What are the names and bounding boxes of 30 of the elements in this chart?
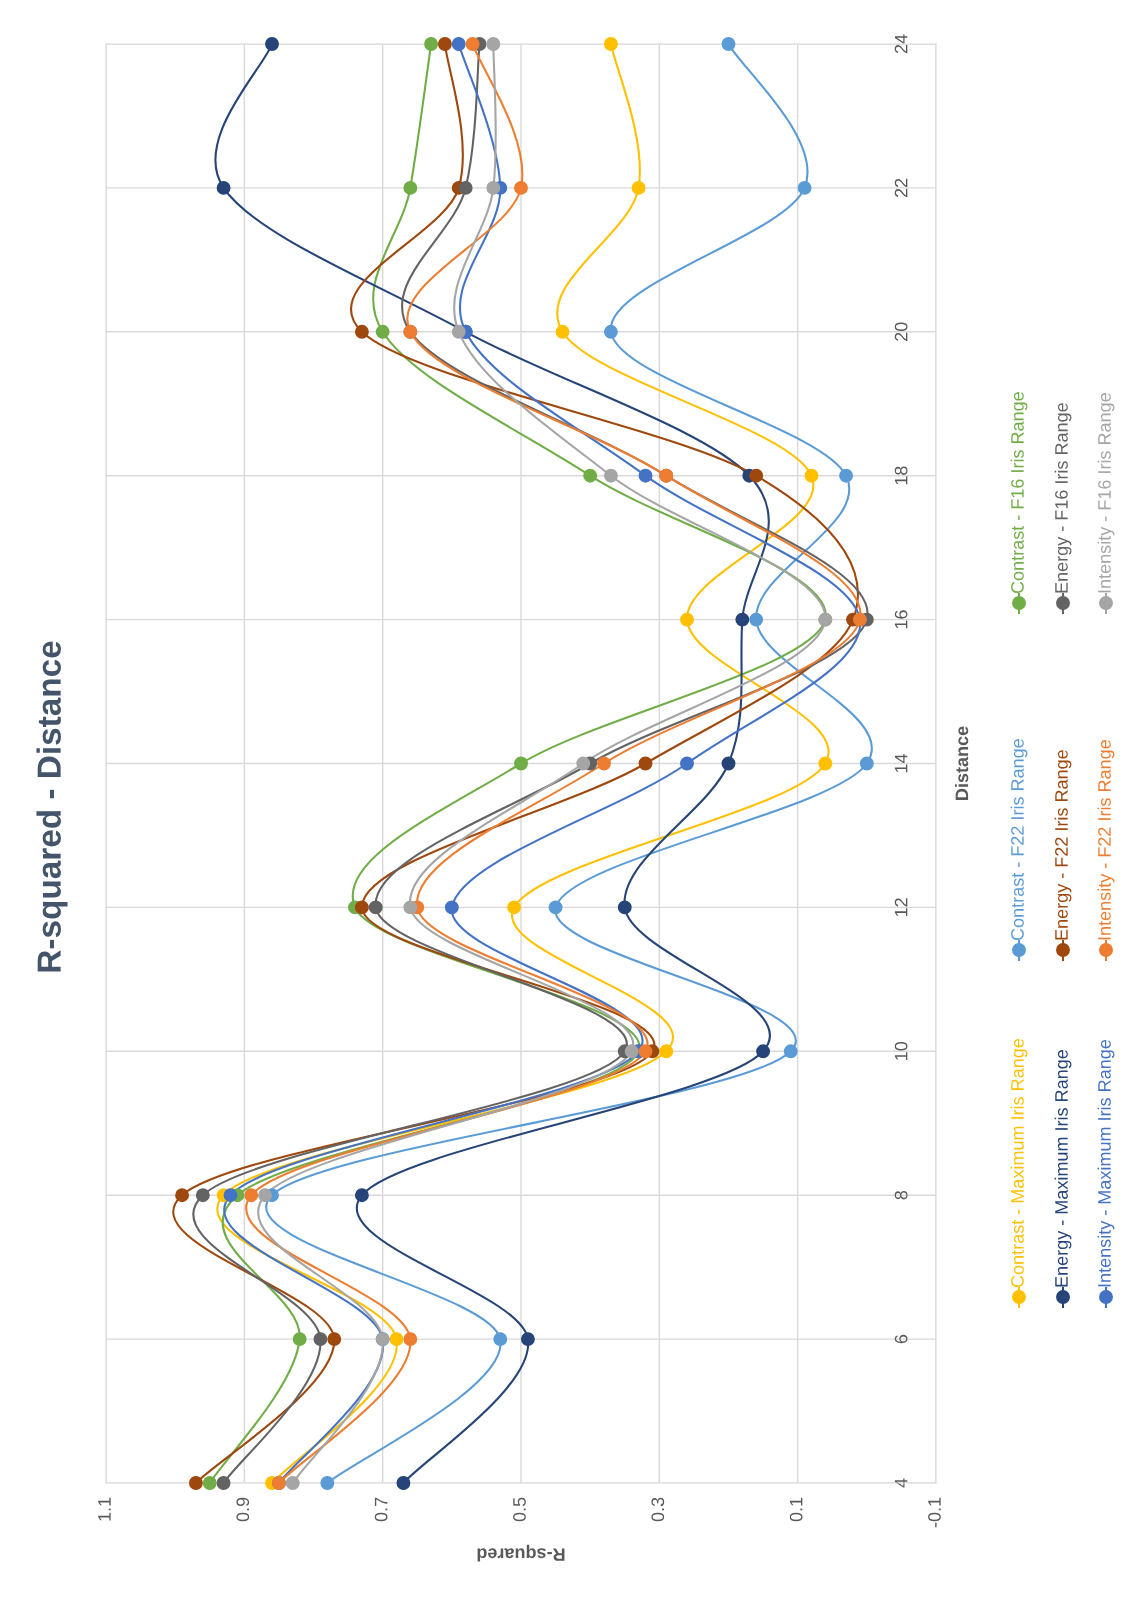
text: R-squared - Distance <box>36 641 68 972</box>
x-tick-label: 1.1 <box>98 1497 111 1521</box>
y-tick-label: 22 <box>894 178 908 198</box>
text: Contrast - F16 Iris Range <box>1010 392 1028 594</box>
y-axis-title: Distance <box>955 726 969 800</box>
y-tick-label: 8 <box>894 1190 908 1200</box>
x-tick-label: 0.5 <box>513 1497 526 1522</box>
text: Intensity - F22 Iris Range <box>1097 740 1115 940</box>
text: Energy - Maximum Iris Range <box>1054 1050 1072 1287</box>
x-tick-label: -0.1 <box>928 1497 941 1528</box>
x-tick-label: 0.9 <box>236 1497 250 1522</box>
text: Intensity - F16 Iris Range <box>1097 393 1115 593</box>
x-tick-label: 0.1 <box>789 1497 803 1522</box>
y-tick-label: 20 <box>894 322 908 341</box>
x-tick-label: 0.7 <box>374 1497 388 1522</box>
y-tick-label: 16 <box>894 610 908 629</box>
text: Intensity - Maximum Iris Range <box>1097 1039 1115 1287</box>
y-tick-label: 10 <box>894 1041 908 1060</box>
y-tick-label: 6 <box>894 1334 908 1344</box>
x-axis-title: R-squared <box>477 1544 565 1562</box>
text: Energy - F16 Iris Range <box>1054 403 1072 593</box>
y-tick-label: 18 <box>894 466 908 485</box>
y-tick-label: 12 <box>894 898 908 917</box>
x-tick-label: 0.3 <box>651 1497 665 1522</box>
text: Energy - F22 Iris Range <box>1054 750 1072 940</box>
y-tick-label: 4 <box>894 1478 908 1488</box>
y-tick-label: 14 <box>894 753 908 773</box>
text: Contrast - Maximum Iris Range <box>1010 1038 1028 1288</box>
text: Contrast - F22 Iris Range <box>1010 739 1028 941</box>
y-tick-label: 24 <box>894 34 908 54</box>
